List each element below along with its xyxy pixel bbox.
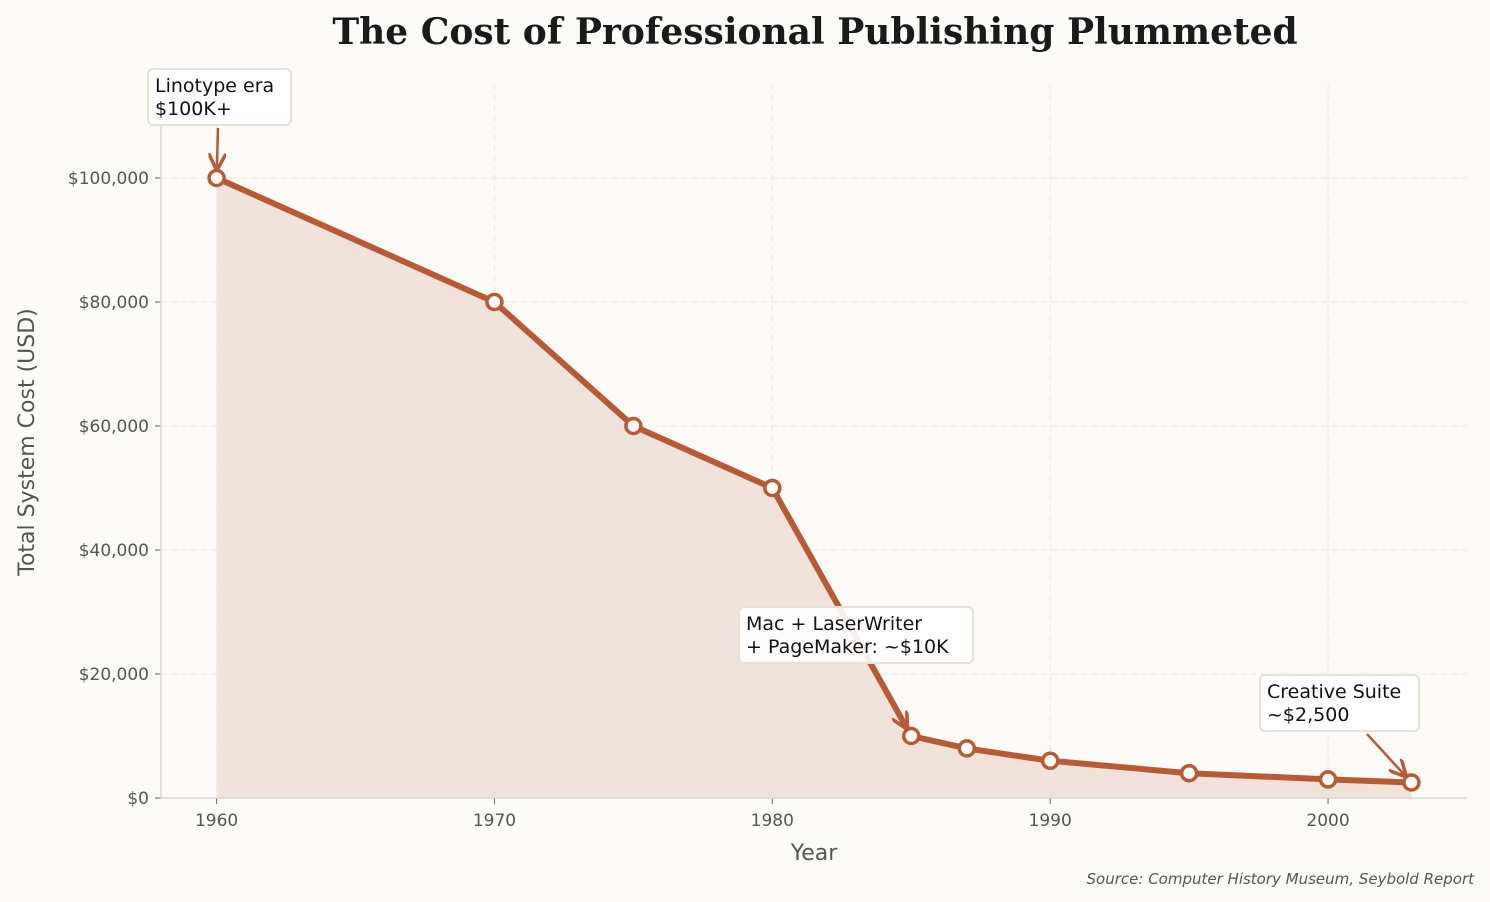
y-axis-label: Total System Cost (USD) bbox=[15, 308, 40, 576]
series-line bbox=[215, 175, 1412, 786]
annotations: Linotype era$100K+ Mac + LaserWriter+ Pag… bbox=[147, 68, 1420, 776]
data-point bbox=[485, 292, 504, 312]
annotation-box bbox=[147, 68, 292, 126]
data-points bbox=[207, 168, 1421, 792]
data-point bbox=[1179, 763, 1199, 783]
y-tick-label: $20,000 bbox=[79, 665, 149, 685]
annotation-text: $100K+ bbox=[155, 98, 232, 120]
annotation-text: Mac + LaserWriter bbox=[746, 613, 922, 635]
data-point bbox=[1402, 773, 1421, 792]
x-axis-label: Year bbox=[790, 841, 839, 866]
annotation-arrow bbox=[871, 667, 907, 728]
y-tick-label: $40,000 bbox=[79, 541, 149, 561]
annotation-arrow bbox=[1366, 733, 1405, 776]
annotation-text: Linotype era bbox=[155, 75, 274, 97]
annotation-text: ~$2,500 bbox=[1267, 704, 1349, 726]
data-point bbox=[1040, 751, 1060, 771]
x-tick-label: 1960 bbox=[195, 811, 238, 831]
x-tick-label: 1970 bbox=[473, 811, 516, 831]
data-point bbox=[207, 168, 226, 188]
annotation-box bbox=[1259, 674, 1420, 732]
y-tick-label: $0 bbox=[127, 789, 149, 809]
annotation-arrow bbox=[217, 127, 218, 169]
x-tick-label: 1990 bbox=[1029, 811, 1072, 831]
source-note: Source: Computer History Museum, Seybold… bbox=[1087, 870, 1476, 888]
y-tick-label: $100,000 bbox=[68, 169, 149, 189]
data-point bbox=[624, 416, 643, 436]
chart-title: The Cost of Professional Publishing Plum… bbox=[332, 11, 1297, 53]
data-point bbox=[763, 478, 782, 498]
x-tick-label: 2000 bbox=[1306, 811, 1349, 831]
annotation-text: + PageMaker: ~$10K bbox=[746, 636, 949, 658]
axes: 1960 1970 1980 1990 2000 $0 $20,000 $40,000 $60,… bbox=[68, 85, 1467, 831]
y-tick-label: $60,000 bbox=[79, 417, 149, 437]
annotation-text: Creative Suite bbox=[1267, 681, 1401, 703]
data-point bbox=[1318, 770, 1338, 789]
y-tick-label: $80,000 bbox=[79, 293, 149, 313]
x-tick-label: 1980 bbox=[751, 811, 794, 831]
area-fill bbox=[216, 178, 1412, 798]
annotation-box bbox=[738, 606, 974, 664]
data-point bbox=[957, 739, 977, 758]
data-point bbox=[902, 726, 921, 746]
